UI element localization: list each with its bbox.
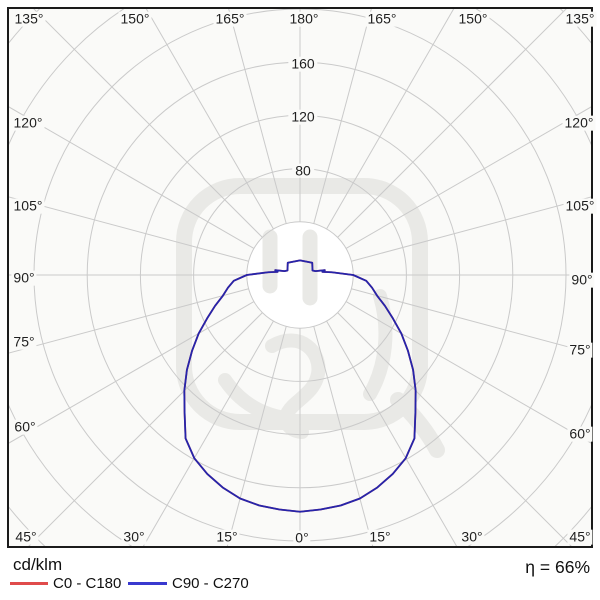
grid-spoke	[326, 320, 458, 546]
angle-label: 105°	[563, 197, 597, 214]
grid-spoke	[9, 106, 255, 249]
angle-label: 135°	[12, 10, 46, 27]
angle-label: 15°	[214, 528, 240, 545]
grid-spoke	[28, 312, 263, 546]
brand-logo-watermark	[176, 178, 445, 458]
angle-label: 30°	[459, 528, 485, 545]
legend-line-c90-c270	[128, 582, 167, 585]
angle-label: 0°	[293, 529, 311, 546]
angle-label: 105°	[11, 197, 45, 214]
grid-spoke	[142, 320, 274, 546]
angle-label: 120°	[11, 114, 45, 131]
angle-label: 120°	[562, 114, 596, 131]
angle-label: 30°	[121, 528, 147, 545]
polar-chart-area: 135° 150° 165° 180° 165° 150° 135° 120° 120° 105°…	[7, 7, 597, 548]
radial-tick-label: 120	[288, 110, 318, 125]
grid-spoke	[313, 9, 372, 224]
grid-spoke	[351, 288, 591, 354]
grid-spoke	[313, 326, 374, 546]
angle-label: 165°	[365, 10, 399, 27]
angle-label: 90°	[11, 269, 37, 286]
angle-label: 60°	[567, 425, 593, 442]
grid-spoke	[145, 9, 274, 230]
legend-label-c0-c180: C0 - C180	[53, 575, 122, 592]
angle-label: 45°	[567, 528, 593, 545]
angle-label: 150°	[456, 10, 490, 27]
grid-spoke	[337, 312, 572, 546]
efficiency-value: η = 66%	[525, 557, 590, 577]
grid-spoke	[351, 196, 591, 262]
angle-label: 75°	[567, 341, 593, 358]
angle-label: 90°	[569, 271, 595, 288]
angle-label: 15°	[367, 528, 393, 545]
legend-line-c0-c180	[10, 582, 48, 585]
angle-label: 75°	[11, 333, 37, 350]
radial-tick-label: 80	[292, 163, 314, 178]
angle-label: 60°	[12, 418, 38, 435]
angle-label: 180°	[287, 10, 321, 27]
intensity-curve-c90-c270	[183, 259, 417, 513]
axis-labels-layer: 135° 150° 165° 180° 165° 150° 135° 120° 120° 105°…	[9, 9, 597, 546]
grid-spoke	[337, 9, 567, 238]
grid-spoke	[9, 196, 249, 262]
angle-label: 165°	[213, 10, 247, 27]
radial-tick-label: 160	[288, 57, 318, 72]
angle-label: 150°	[118, 10, 152, 27]
angle-label: 135°	[563, 10, 597, 27]
grid-spoke	[228, 9, 287, 224]
grid-spoke	[226, 326, 287, 546]
unit-label: cd/klm	[13, 555, 63, 574]
grid-spoke	[326, 9, 455, 230]
angle-label: 45°	[13, 528, 39, 545]
grid-spoke	[345, 106, 591, 249]
legend-label-c90-c270: C90 - C270	[172, 575, 249, 592]
grid-spoke	[9, 288, 249, 354]
